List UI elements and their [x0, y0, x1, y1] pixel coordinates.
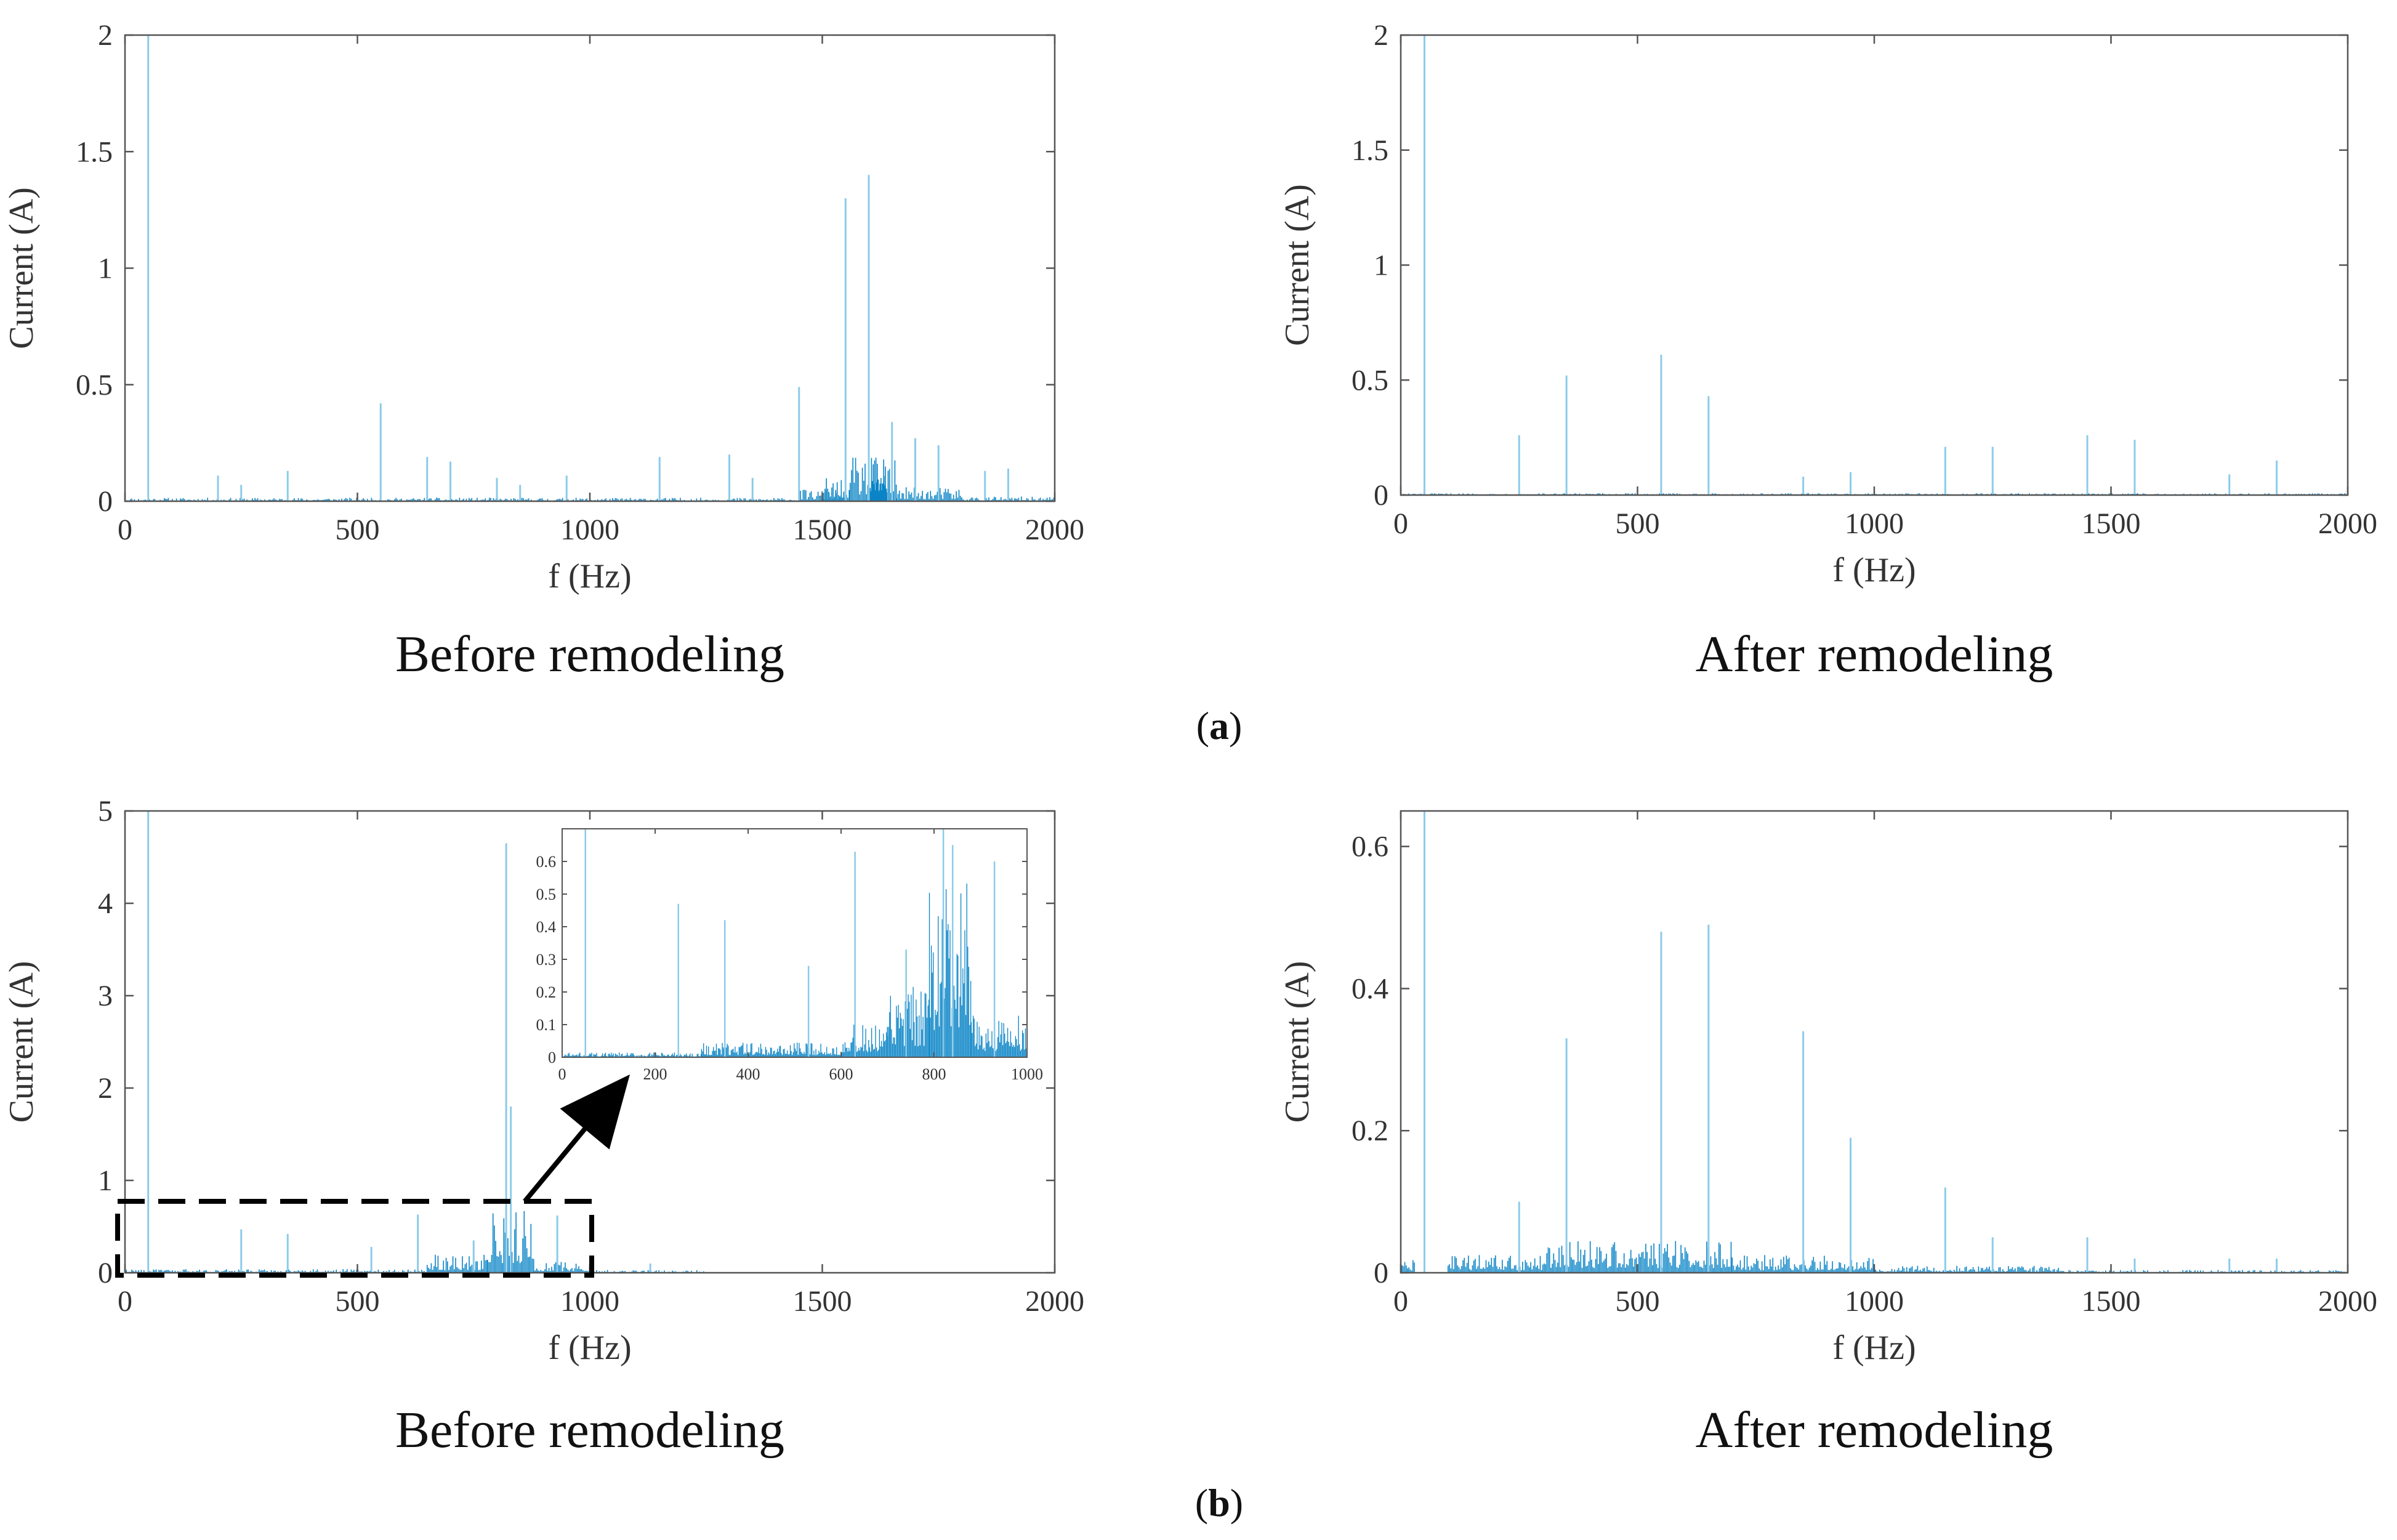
- inset-y-tick-label: 0.6: [536, 853, 557, 871]
- y-axis-label: Current (A): [2, 187, 41, 349]
- inset-y-tick-label: 0.3: [536, 951, 557, 969]
- y-tick-label: 3: [98, 980, 113, 1012]
- noise-floor: [124, 1211, 706, 1273]
- x-tick-label: 1500: [2082, 507, 2141, 540]
- panel-label-a-letter: a: [1209, 704, 1229, 748]
- inset-y-tick-label: 0.1: [536, 1016, 557, 1034]
- zoom-region-box: [115, 1199, 594, 1278]
- y-tick-label: 0: [98, 485, 113, 518]
- x-tick-label: 2000: [2318, 507, 2377, 540]
- y-tick-label: 0: [98, 1257, 113, 1289]
- inset-background: [562, 829, 1027, 1057]
- y-tick-label: 0: [1374, 479, 1388, 512]
- inset-y-tick-label: 0.5: [536, 885, 557, 903]
- x-tick-label: 0: [118, 1285, 132, 1318]
- x-tick-label: 500: [336, 514, 380, 546]
- y-axis-label: Current (A): [2, 961, 41, 1123]
- chart-a-after: 0 500 1000 1500 2000 0 0.5 1 1.5 2 f (Hz) Current (…: [1278, 19, 2377, 683]
- x-tick-label: 0: [118, 514, 132, 546]
- inset-x-tick-label: 400: [736, 1065, 760, 1083]
- x-tick-label: 1000: [560, 1285, 619, 1318]
- y-tick-label: 2: [98, 1072, 113, 1105]
- y-tick-label: 1.5: [76, 135, 113, 168]
- inset-x-tick-label: 1000: [1011, 1065, 1043, 1083]
- x-tick-label: 500: [1616, 1285, 1660, 1318]
- y-tick-label: 4: [98, 887, 113, 920]
- x-tick-label: 500: [1616, 507, 1660, 540]
- inset-x-tick-label: 200: [643, 1065, 667, 1083]
- x-tick-label: 1000: [1845, 1285, 1904, 1318]
- panel-label-b-letter: b: [1208, 1481, 1230, 1525]
- inset-x-tick-label: 600: [829, 1065, 853, 1083]
- inset-y-tick-label: 0.2: [536, 983, 557, 1001]
- x-tick-label: 1000: [1845, 507, 1904, 540]
- x-tick-label: 1500: [793, 1285, 852, 1318]
- chart-caption: After remodeling: [1696, 626, 2053, 683]
- zoom-arrow-head: [560, 1074, 630, 1150]
- inset-x-tick-label: 800: [922, 1065, 946, 1083]
- chart-caption: Before remodeling: [395, 1401, 784, 1459]
- panel-label-a: (a): [1196, 704, 1243, 748]
- y-tick-label: 0.5: [1352, 364, 1388, 397]
- chart-b-after: 0 500 1000 1500 2000 0 0.2 0.4 0.6 f (Hz) Current …: [1278, 810, 2377, 1459]
- y-tick-label: 0.5: [76, 369, 113, 401]
- y-tick-label: 1: [98, 252, 113, 285]
- y-tick-label: 1: [98, 1164, 113, 1197]
- x-tick-label: 500: [336, 1285, 380, 1318]
- y-axis-label: Current (A): [1278, 961, 1316, 1123]
- y-tick-label: 0.2: [1352, 1115, 1388, 1147]
- plot-frame: [1400, 34, 2349, 496]
- x-tick-label: 2000: [1025, 1285, 1084, 1318]
- chart-a-before: 0 500 1000 1500 2000 0 0.5 1 1.5 2 f (Hz) Current (…: [2, 19, 1084, 683]
- y-tick-label: 1: [1374, 249, 1388, 282]
- x-axis-label: f (Hz): [548, 557, 631, 595]
- y-tick-label: 1.5: [1352, 134, 1388, 167]
- x-tick-label: 1000: [560, 514, 619, 546]
- inset-plot-frame: [562, 828, 1028, 1058]
- zoom-inset: 0 200 400 600 800 1000 0 0.1 0.2 0.3 0.4 0.5 0.6: [536, 828, 1043, 1083]
- plot-frame: [1400, 810, 2349, 1274]
- x-tick-label: 2000: [1025, 514, 1084, 546]
- y-tick-label: 2: [98, 19, 113, 52]
- plot-frame: [124, 34, 1056, 502]
- y-tick-label: 0: [1374, 1257, 1388, 1289]
- y-axis-label: Current (A): [1278, 184, 1316, 346]
- y-tick-label: 0.4: [1352, 972, 1388, 1005]
- x-tick-label: 1500: [793, 514, 852, 546]
- inset-y-tick-label: 0: [548, 1049, 556, 1066]
- panel-label-b: (b): [1195, 1481, 1243, 1525]
- x-axis-label: f (Hz): [1832, 1329, 1916, 1367]
- x-tick-label: 2000: [2318, 1285, 2377, 1318]
- inset-x-tick-label: 0: [558, 1065, 566, 1083]
- x-tick-label: 0: [1393, 1285, 1408, 1318]
- x-tick-label: 0: [1393, 507, 1408, 540]
- x-tick-label: 1500: [2082, 1285, 2141, 1318]
- x-axis-label: f (Hz): [1832, 551, 1916, 589]
- y-tick-label: 0.6: [1352, 831, 1388, 863]
- y-tick-label: 5: [98, 795, 113, 828]
- chart-caption: After remodeling: [1696, 1401, 2053, 1459]
- chart-caption: Before remodeling: [395, 626, 784, 683]
- x-axis-label: f (Hz): [548, 1329, 631, 1367]
- inset-y-tick-label: 0.4: [536, 918, 557, 936]
- y-tick-label: 2: [1374, 19, 1388, 52]
